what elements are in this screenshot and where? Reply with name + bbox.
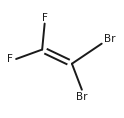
Text: F: F bbox=[7, 54, 13, 64]
Text: Br: Br bbox=[76, 92, 88, 102]
Text: Br: Br bbox=[104, 34, 116, 44]
Text: F: F bbox=[42, 13, 48, 23]
